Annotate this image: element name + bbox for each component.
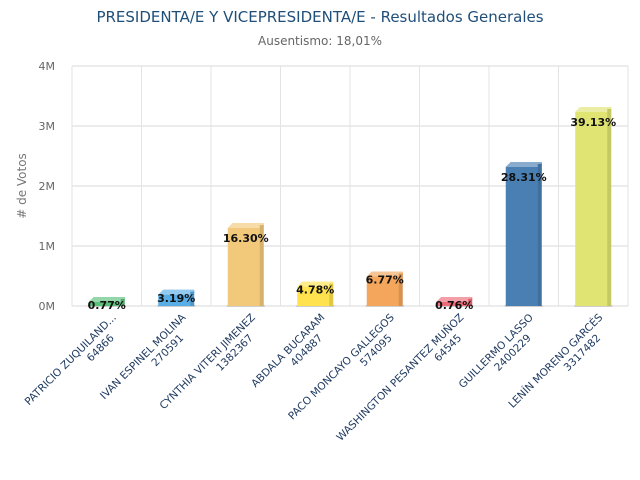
data-labels: 0.77% 3.19% 16.30% 4.78% 6.77% 0.76% 28.31% 39.… (88, 116, 617, 312)
y-axis-ticks: 0M 1M 2M 3M 4M (39, 60, 56, 313)
chart-subtitle: Ausentismo: 18,01% (258, 34, 382, 48)
data-label: 28.31% (501, 171, 547, 184)
grid-lines (71, 65, 629, 307)
bar-edge (329, 283, 334, 306)
data-label: 39.13% (570, 116, 616, 129)
bar-edge (190, 291, 195, 306)
bar-body (575, 106, 612, 306)
bar-body (297, 281, 334, 306)
bar (157, 289, 196, 307)
data-label: 4.78% (296, 284, 334, 297)
bar-edge (398, 273, 403, 306)
bar-edge (468, 299, 473, 306)
bar (365, 271, 404, 307)
bar-body (227, 223, 264, 306)
bar-edge (259, 225, 264, 306)
data-label: 0.77% (88, 299, 126, 312)
data-label: 3.19% (157, 292, 195, 305)
bar-edge (537, 163, 542, 306)
candidate-name: ABDALA BUCARAM (249, 312, 327, 390)
y-tick-label: 3M (39, 120, 56, 133)
chart-title: PRESIDENTA/E Y VICEPRESIDENTA/E - Result… (96, 8, 543, 26)
bars (87, 106, 613, 307)
y-tick-label: 0M (39, 300, 56, 313)
bar-top (158, 289, 195, 295)
bar (87, 297, 126, 307)
bar-top (297, 281, 334, 287)
bar-top (88, 297, 125, 302)
bar-body (505, 161, 542, 306)
data-label: 16.30% (223, 232, 269, 245)
bar-edge (120, 299, 125, 306)
bar-top (575, 106, 612, 112)
y-axis-label: # de Votos (15, 153, 29, 219)
data-label: 0.76% (435, 299, 473, 312)
bar (435, 297, 474, 307)
bar (226, 223, 265, 307)
bar (296, 281, 335, 307)
bar-top (227, 223, 264, 229)
bar-edge (607, 108, 612, 306)
bar (504, 161, 543, 307)
data-label: 6.77% (366, 274, 404, 287)
candidate-name: GUILLERMO LASSO (457, 312, 536, 391)
y-tick-label: 1M (39, 240, 56, 253)
bar-body (366, 271, 403, 306)
bar-top (505, 161, 542, 167)
candidate-name: WASHINGTON PESANTEZ MUÑOZ (334, 311, 467, 444)
bar (574, 106, 613, 307)
x-tick-label: PATRICIO ZUQUILAND...64866 (23, 312, 119, 408)
bar-top (436, 297, 473, 302)
y-tick-label: 4M (39, 60, 56, 73)
y-tick-label: 2M (39, 180, 56, 193)
bar-top (366, 271, 403, 277)
